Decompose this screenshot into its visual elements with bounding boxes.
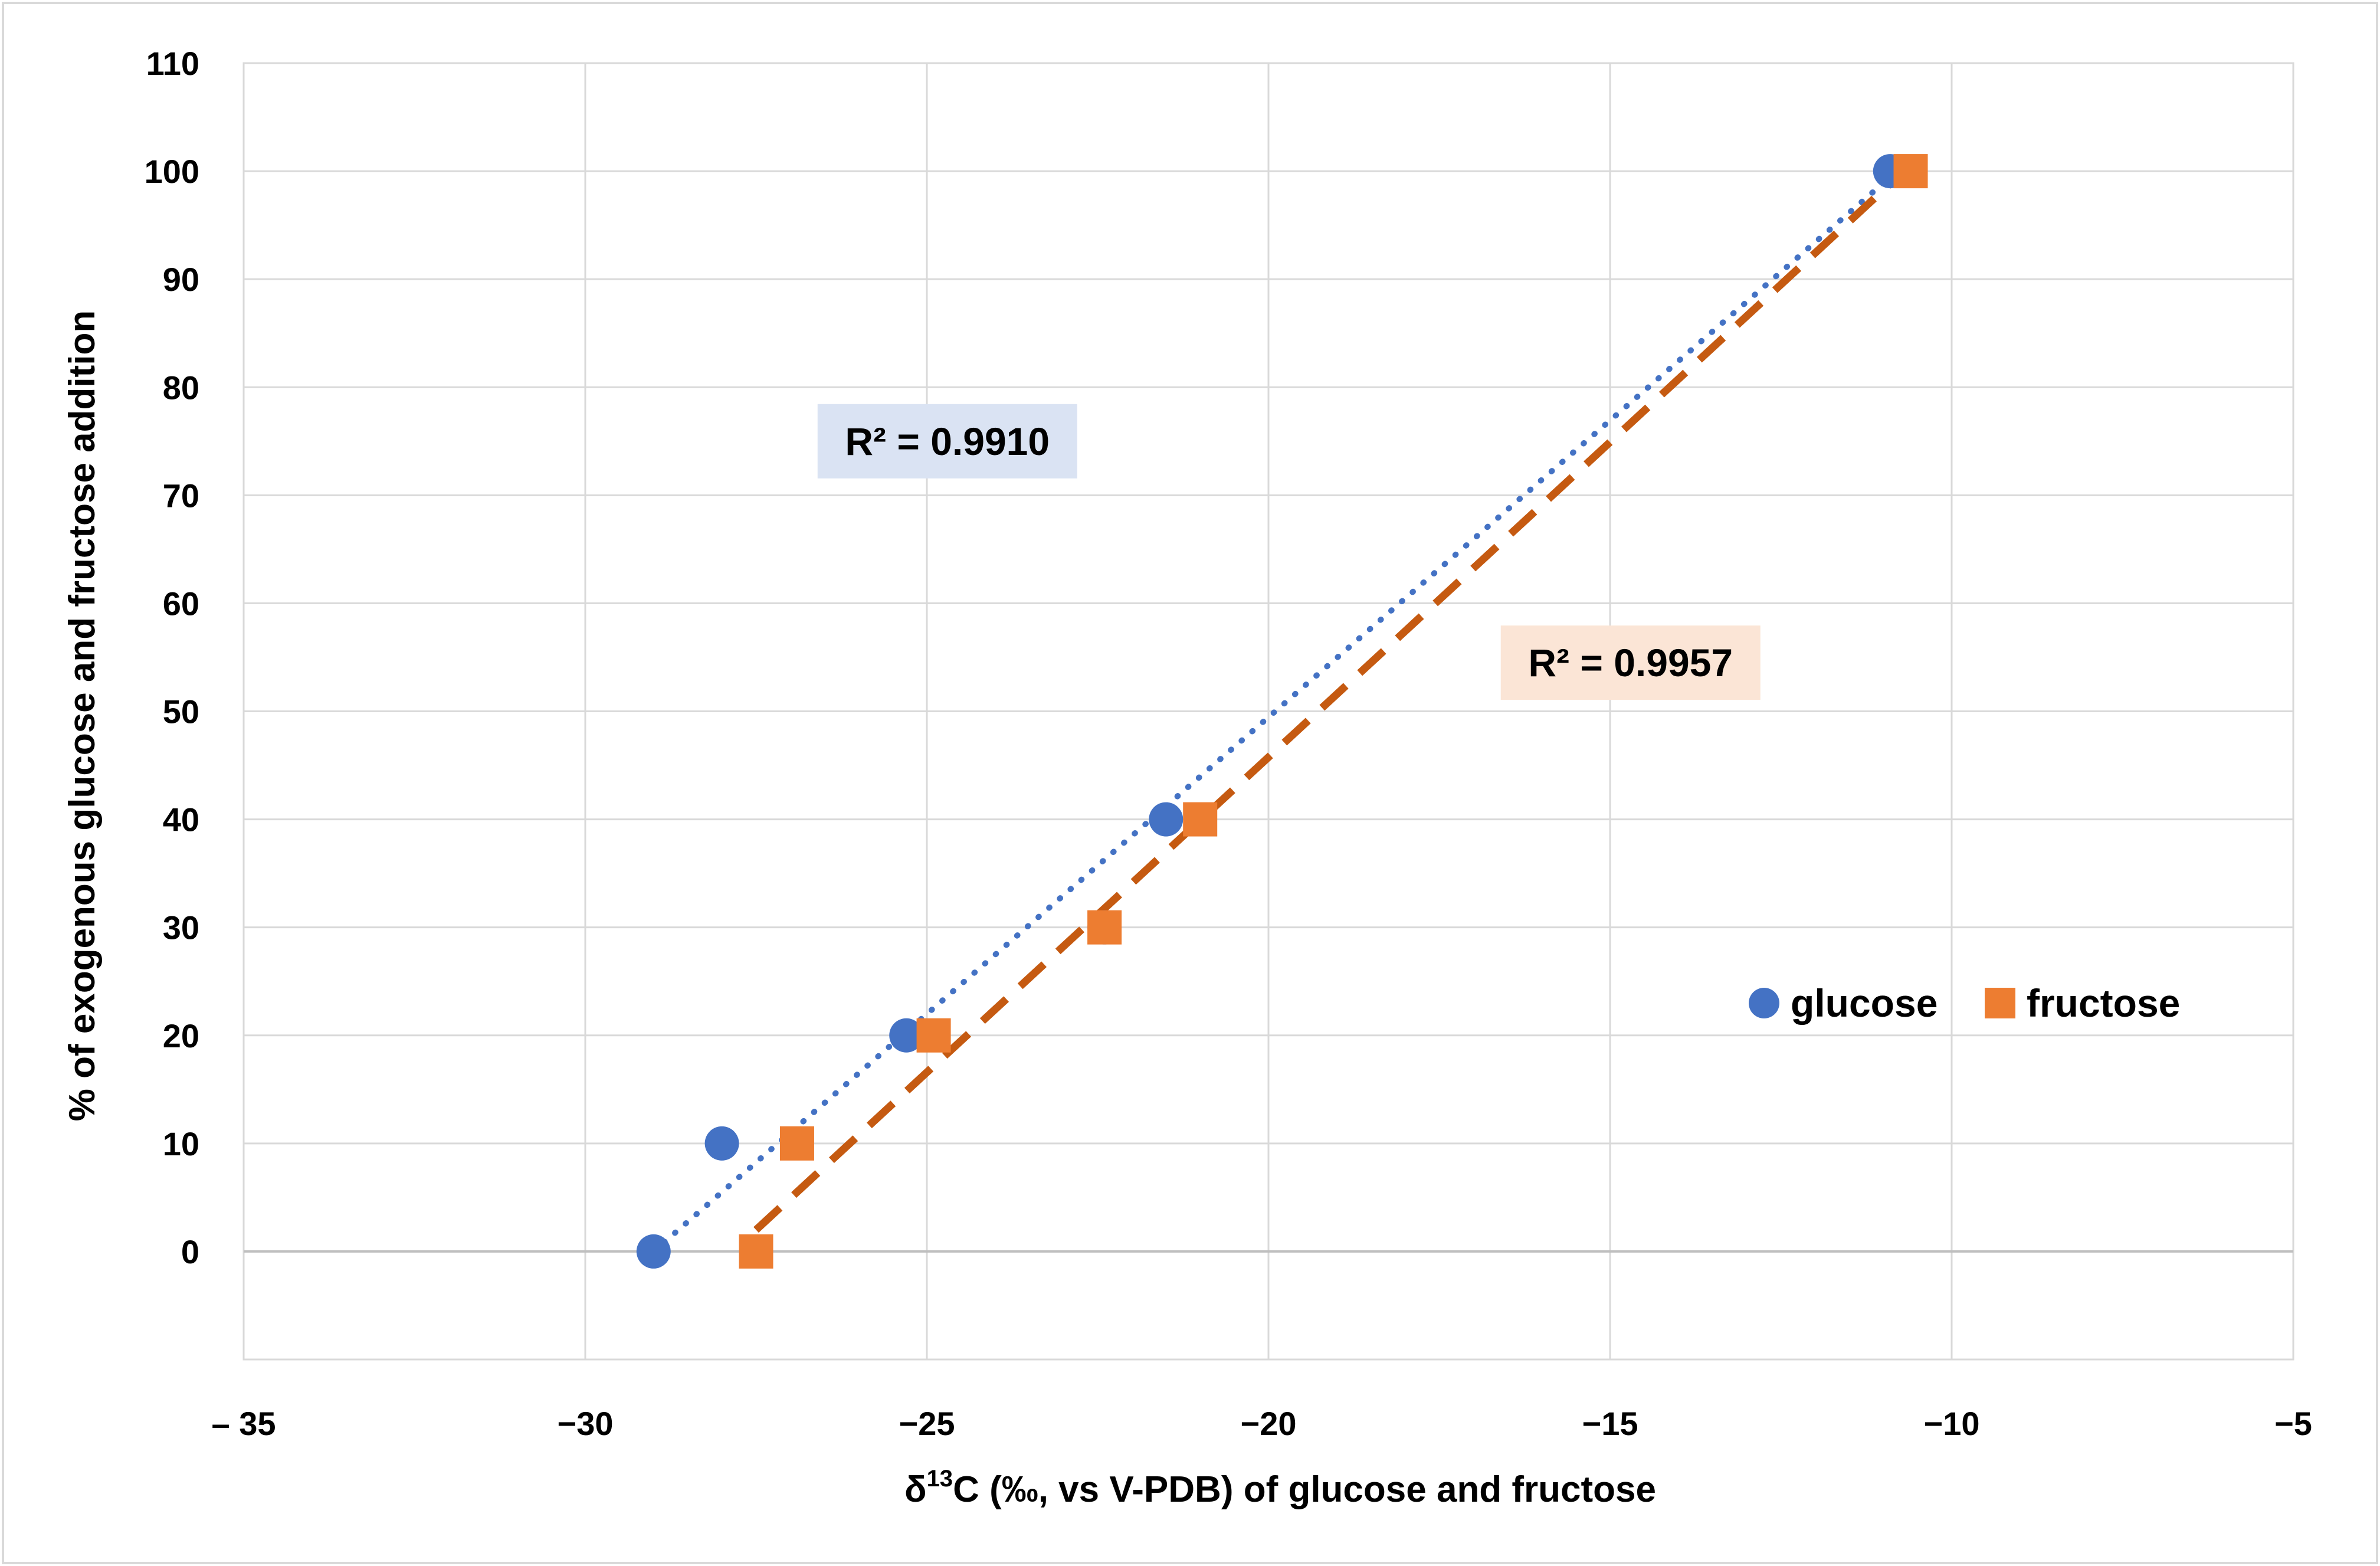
x-axis-title-rest: C (‰, vs V-PDB) of glucose and fructose <box>953 1469 1656 1510</box>
legend-fructose-label: fructose <box>2027 981 2180 1025</box>
x-tick-label: −30 <box>558 1405 614 1442</box>
y-tick-label: 10 <box>163 1125 199 1162</box>
y-tick-label: 70 <box>163 477 199 514</box>
y-tick-label: 80 <box>163 369 199 406</box>
y-tick-label: 0 <box>181 1233 199 1270</box>
legend-glucose-marker <box>1749 988 1779 1018</box>
y-tick-label: 90 <box>163 261 199 298</box>
x-tick-label: −20 <box>1241 1405 1297 1442</box>
glucose-r2-box <box>817 404 1077 479</box>
legend: glucose fructose <box>1749 981 2180 1025</box>
x-tick-label: −25 <box>899 1405 955 1442</box>
glucose-point <box>1149 802 1184 837</box>
x-tick-label: −5 <box>2274 1405 2312 1442</box>
fructose-r2-label: R² = 0.9957 <box>1528 641 1733 684</box>
fructose-point <box>779 1126 814 1161</box>
y-tick-label: 50 <box>163 693 199 730</box>
glucose-trendline <box>650 168 1900 1254</box>
y-tick-label: 100 <box>145 153 199 190</box>
fructose-point <box>1087 910 1122 945</box>
plot-area-border <box>242 62 2294 1361</box>
x-axis-title-superscript: 13 <box>927 1466 953 1492</box>
fructose-trendline <box>753 168 1907 1233</box>
x-tick-label: – 35 <box>212 1405 276 1442</box>
gridlines <box>242 62 2294 1359</box>
fructose-point <box>916 1018 951 1053</box>
y-tick-label: 30 <box>163 909 199 946</box>
legend-glucose-label: glucose <box>1791 981 1938 1025</box>
y-tick-label: 40 <box>163 801 199 838</box>
data-points <box>636 154 1928 1269</box>
glucose-r2-label: R² = 0.9910 <box>845 420 1050 463</box>
glucose-point <box>704 1126 739 1161</box>
fructose-point <box>1183 802 1218 837</box>
x-axis-title: δ13C (‰, vs V-PDB) of glucose and fructo… <box>904 1466 1656 1510</box>
y-tick-label: 20 <box>163 1017 199 1054</box>
x-tick-label: −15 <box>1582 1405 1638 1442</box>
y-axis-title: % of exogenous glucose and fructose addi… <box>62 310 103 1121</box>
y-tick-label: 110 <box>146 45 199 82</box>
fructose-r2-box <box>1500 625 1761 700</box>
y-tick-label: 60 <box>163 585 199 622</box>
y-tick-labels: 0 10 20 30 40 50 60 70 80 90 100 110 <box>145 45 199 1270</box>
trendlines <box>650 168 1907 1254</box>
r-squared-labels: R² = 0.9910 R² = 0.9957 <box>817 404 1761 700</box>
x-axis-title-delta: δ <box>904 1469 927 1510</box>
glucose-point <box>636 1234 671 1269</box>
fructose-point <box>1893 154 1928 189</box>
fructose-point <box>739 1234 773 1269</box>
x-tick-labels: – 35 −30 −25 −20 −15 −10 −5 <box>212 1405 2312 1442</box>
legend-fructose-marker <box>1985 988 2015 1018</box>
x-tick-label: −10 <box>1924 1405 1980 1442</box>
glucose-point <box>889 1018 924 1053</box>
